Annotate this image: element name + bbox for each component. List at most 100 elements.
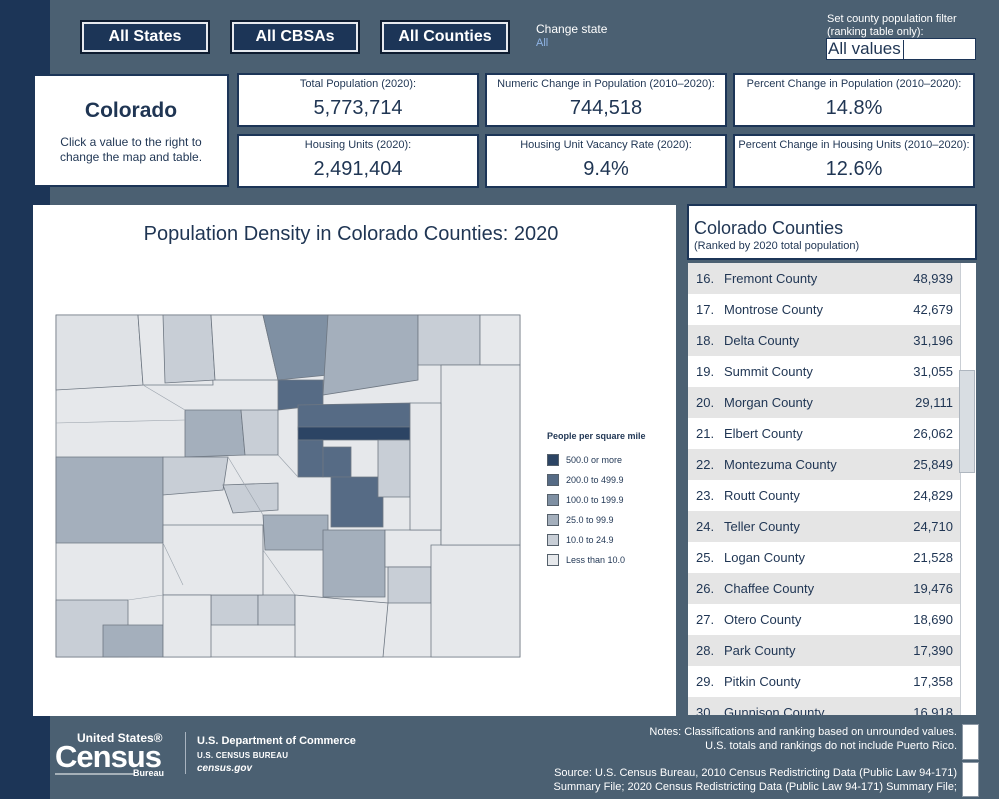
notes: Notes: Classifications and ranking based… — [649, 725, 957, 753]
stat-total-population[interactable]: Total Population (2020): 5,773,714 — [237, 73, 479, 127]
legend-label: 25.0 to 99.9 — [566, 515, 614, 525]
county-pitkin[interactable] — [222, 482, 279, 514]
stat-value: 9.4% — [583, 158, 629, 180]
change-state-control[interactable]: Change state All — [536, 22, 607, 49]
table-row[interactable]: 19. Summit County 31,055 — [688, 356, 960, 387]
table-row[interactable]: 20. Morgan County 29,111 — [688, 387, 960, 418]
county-moffat-routt[interactable] — [162, 314, 216, 384]
population-filter-input[interactable]: All values — [826, 38, 976, 60]
county-region[interactable] — [294, 594, 389, 658]
population-value: 48,939 — [913, 271, 953, 286]
county-alamosa[interactable] — [210, 594, 259, 626]
county-name: Teller County — [724, 519, 800, 534]
county-weld[interactable] — [322, 314, 419, 396]
all-counties-button[interactable]: All Counties — [380, 20, 510, 54]
county-la-plata[interactable] — [102, 624, 164, 658]
county-region[interactable] — [55, 314, 144, 391]
table-row[interactable]: 22. Montezuma County 25,849 — [688, 449, 960, 480]
logo-bottom-text: Bureau — [133, 768, 164, 778]
state-card: Colorado Click a value to the right to c… — [33, 74, 229, 187]
county-name: Fremont County — [724, 271, 818, 286]
stat-label: Percent Change in Housing Units (2010–20… — [738, 139, 970, 151]
footer-scroll-box[interactable] — [962, 762, 979, 797]
census-logo: United States® Census Bureau — [55, 730, 185, 783]
stat-value: 14.8% — [825, 97, 883, 119]
county-denver-arapahoe[interactable] — [297, 426, 411, 441]
table-row[interactable]: 30. Gunnison County 16,918 — [688, 697, 960, 715]
table-row[interactable]: 21. Elbert County 26,062 — [688, 418, 960, 449]
county-sedgwick[interactable] — [479, 314, 521, 366]
county-region[interactable] — [162, 594, 212, 658]
table-scrollbar-track[interactable] — [960, 263, 976, 715]
rank: 24. — [696, 519, 715, 534]
county-summit[interactable] — [240, 409, 279, 456]
notes-line-1: Notes: Classifications and ranking based… — [649, 726, 957, 738]
county-costilla[interactable] — [257, 594, 296, 626]
stat-vacancy-rate[interactable]: Housing Unit Vacancy Rate (2020): 9.4% — [485, 134, 727, 188]
table-row[interactable]: 18. Delta County 31,196 — [688, 325, 960, 356]
stat-percent-change-housing[interactable]: Percent Change in Housing Units (2010–20… — [733, 134, 975, 188]
county-name: Morgan County — [724, 395, 813, 410]
table-row[interactable]: 24. Teller County 24,710 — [688, 511, 960, 542]
population-value: 17,390 — [913, 643, 953, 658]
county-adams[interactable] — [297, 402, 411, 431]
table-row[interactable]: 29. Pitkin County 17,358 — [688, 666, 960, 697]
table-row[interactable]: 27. Otero County 18,690 — [688, 604, 960, 635]
legend-item: 500.0 or more — [547, 450, 646, 470]
all-cbsas-button[interactable]: All CBSAs — [230, 20, 360, 54]
population-value: 31,196 — [913, 333, 953, 348]
county-el-paso[interactable] — [330, 476, 384, 528]
table-row[interactable]: 23. Routt County 24,829 — [688, 480, 960, 511]
county-mesa[interactable] — [55, 456, 164, 544]
county-douglas[interactable] — [322, 446, 352, 478]
colorado-county-map[interactable] — [33, 205, 676, 716]
table-row[interactable]: 16. Fremont County 48,939 — [688, 263, 960, 294]
table-row[interactable]: 28. Park County 17,390 — [688, 635, 960, 666]
ranking-table-header: Colorado Counties (Ranked by 2020 total … — [687, 204, 977, 260]
footer-scroll-box[interactable] — [962, 724, 979, 760]
stat-label: Housing Units (2020): — [304, 139, 412, 151]
legend-label: Less than 10.0 — [566, 555, 626, 565]
county-region[interactable] — [162, 524, 264, 596]
table-row[interactable]: 25. Logan County 21,528 — [688, 542, 960, 573]
ranking-table[interactable]: 16. Fremont County 48,939 17. Montrose Coun… — [688, 263, 960, 715]
table-row[interactable]: 17. Montrose County 42,679 — [688, 294, 960, 325]
logo-main-text: Census — [55, 739, 161, 774]
change-state-value[interactable]: All — [536, 37, 549, 49]
legend-label: 200.0 to 499.9 — [566, 475, 624, 485]
county-garfield[interactable] — [162, 456, 229, 496]
table-scrollbar-thumb[interactable] — [959, 370, 975, 473]
county-eagle[interactable] — [184, 409, 246, 458]
source-line-2: Summary File; 2020 Census Redistricting … — [553, 781, 958, 793]
county-otero[interactable] — [387, 566, 432, 604]
stat-housing-units[interactable]: Housing Units (2020): 2,491,404 — [237, 134, 479, 188]
filter-dropdown-divider — [903, 40, 904, 59]
legend-item: 100.0 to 199.9 — [547, 490, 646, 510]
county-fremont[interactable] — [262, 514, 329, 551]
stat-label: Percent Change in Population (2010–2020)… — [746, 78, 962, 90]
county-pueblo[interactable] — [322, 529, 386, 598]
county-name: Elbert County — [724, 426, 803, 441]
legend-item: 200.0 to 499.9 — [547, 470, 646, 490]
population-value: 17,358 — [913, 674, 953, 689]
all-states-button[interactable]: All States — [80, 20, 210, 54]
county-logan[interactable] — [417, 314, 481, 366]
county-name: Pitkin County — [724, 674, 801, 689]
county-jefferson-douglas[interactable] — [297, 439, 324, 478]
county-region[interactable] — [409, 402, 442, 531]
stat-numeric-change[interactable]: Numeric Change in Population (2010–2020)… — [485, 73, 727, 127]
county-name: Gunnison County — [724, 705, 825, 715]
rank: 30. — [696, 705, 715, 715]
rank: 18. — [696, 333, 715, 348]
county-region[interactable] — [430, 544, 521, 658]
stat-percent-change-population[interactable]: Percent Change in Population (2010–2020)… — [733, 73, 975, 127]
table-row[interactable]: 26. Chaffee County 19,476 — [688, 573, 960, 604]
census-site-link[interactable]: census.gov — [197, 763, 253, 774]
legend-label: 10.0 to 24.9 — [566, 535, 614, 545]
population-value: 24,710 — [913, 519, 953, 534]
county-elbert[interactable] — [377, 439, 411, 498]
legend-swatch — [547, 494, 559, 506]
county-region[interactable] — [440, 364, 521, 546]
rank: 20. — [696, 395, 715, 410]
county-name: Park County — [724, 643, 796, 658]
